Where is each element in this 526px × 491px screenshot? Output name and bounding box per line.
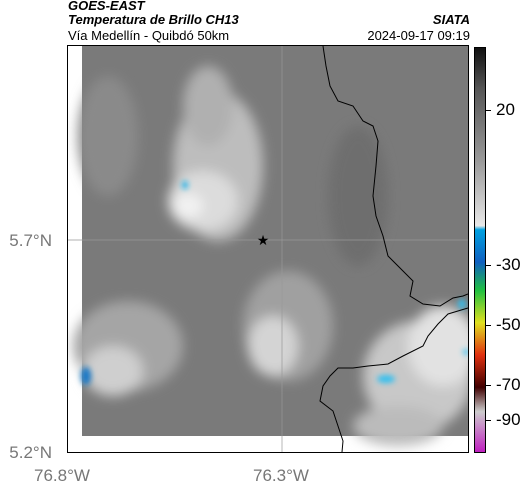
datetime-label: 2024-09-17 09:19 xyxy=(367,28,470,43)
colorbar-tick xyxy=(486,110,491,111)
organization-label: SIATA xyxy=(432,12,470,27)
boundary-line-1 xyxy=(322,46,468,307)
y-tick-5-7: 5.7°N xyxy=(9,231,52,250)
satellite-map[interactable]: ★ xyxy=(67,45,469,453)
colorbar-label-neg50: -50 xyxy=(496,315,521,334)
boundary-line-2 xyxy=(319,307,468,452)
colorbar-label-neg90: -90 xyxy=(496,410,521,429)
product-title: GOES-EAST xyxy=(68,0,145,13)
colorbar-label-neg30: -30 xyxy=(496,255,521,274)
colorbar-tick xyxy=(486,385,491,386)
colorbar-tick xyxy=(486,265,491,266)
satellite-image: ★ xyxy=(68,46,468,452)
y-tick-5-2: 5.2°N xyxy=(9,443,52,462)
colorbar-tick xyxy=(486,325,491,326)
x-tick-76-8: 76.8°W xyxy=(34,466,90,485)
route-label: Vía Medellín - Quibdó 50km xyxy=(68,28,230,43)
star-icon: ★ xyxy=(257,233,270,249)
x-tick-76-3: 76.3°W xyxy=(253,466,309,485)
colorbar-label-20: 20 xyxy=(496,100,515,119)
product-subtitle: Temperatura de Brillo CH13 xyxy=(68,12,239,27)
colorbar-tick xyxy=(486,420,491,421)
colorbar-label-neg70: -70 xyxy=(496,375,521,394)
colorbar xyxy=(474,47,486,453)
